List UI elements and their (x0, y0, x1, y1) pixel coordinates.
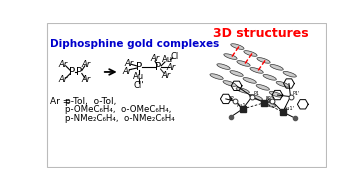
Ellipse shape (237, 61, 250, 66)
Text: Ar: Ar (59, 60, 68, 69)
Ellipse shape (263, 74, 276, 80)
Text: P: P (136, 62, 142, 72)
Ellipse shape (250, 68, 263, 73)
Text: Ar: Ar (82, 75, 91, 84)
Ellipse shape (217, 64, 230, 69)
Text: 3D structures: 3D structures (213, 27, 308, 40)
Ellipse shape (249, 94, 262, 100)
Text: Au: Au (162, 55, 173, 64)
Text: Ar: Ar (59, 75, 68, 84)
Text: Cl: Cl (171, 52, 179, 61)
Ellipse shape (276, 81, 289, 87)
Ellipse shape (236, 88, 249, 93)
Text: Cl': Cl' (134, 81, 144, 90)
Text: Ar: Ar (166, 63, 176, 72)
Text: P2: P2 (229, 96, 235, 101)
Ellipse shape (256, 84, 269, 90)
Ellipse shape (243, 78, 256, 83)
Text: Ar: Ar (150, 54, 159, 63)
Ellipse shape (262, 101, 276, 107)
Text: P: P (155, 62, 161, 72)
Ellipse shape (231, 44, 244, 49)
Text: Diphosphine gold complexes: Diphosphine gold complexes (50, 39, 219, 49)
Ellipse shape (230, 71, 243, 76)
Ellipse shape (210, 74, 223, 79)
Text: P1: P1 (254, 91, 260, 96)
Text: Ar: Ar (123, 67, 132, 76)
Ellipse shape (269, 91, 282, 97)
Text: P1': P1' (292, 91, 300, 96)
Text: P2': P2' (266, 96, 273, 101)
Text: Au1': Au1' (284, 106, 295, 112)
Text: Ar: Ar (124, 59, 134, 68)
Ellipse shape (244, 51, 257, 56)
Ellipse shape (223, 81, 236, 86)
Ellipse shape (283, 71, 296, 77)
Text: P: P (76, 67, 83, 77)
Text: Ar =: Ar = (50, 97, 74, 106)
Text: Ar: Ar (161, 71, 170, 80)
Ellipse shape (257, 58, 270, 63)
Text: p-NMe₂C₆H₄,  o-NMe₂C₆H₄: p-NMe₂C₆H₄, o-NMe₂C₆H₄ (65, 114, 175, 122)
Text: Au1: Au1 (237, 103, 246, 108)
Ellipse shape (224, 54, 237, 59)
Text: Au2: Au2 (266, 97, 276, 102)
Text: Au: Au (133, 72, 145, 81)
Ellipse shape (270, 64, 283, 70)
Text: p-Tol,  o-Tol,: p-Tol, o-Tol, (65, 97, 116, 106)
Text: Ar: Ar (82, 60, 91, 69)
Text: P: P (69, 67, 75, 77)
Text: p-OMeC₆H₄,  o-OMeC₆H₄,: p-OMeC₆H₄, o-OMeC₆H₄, (65, 105, 171, 114)
